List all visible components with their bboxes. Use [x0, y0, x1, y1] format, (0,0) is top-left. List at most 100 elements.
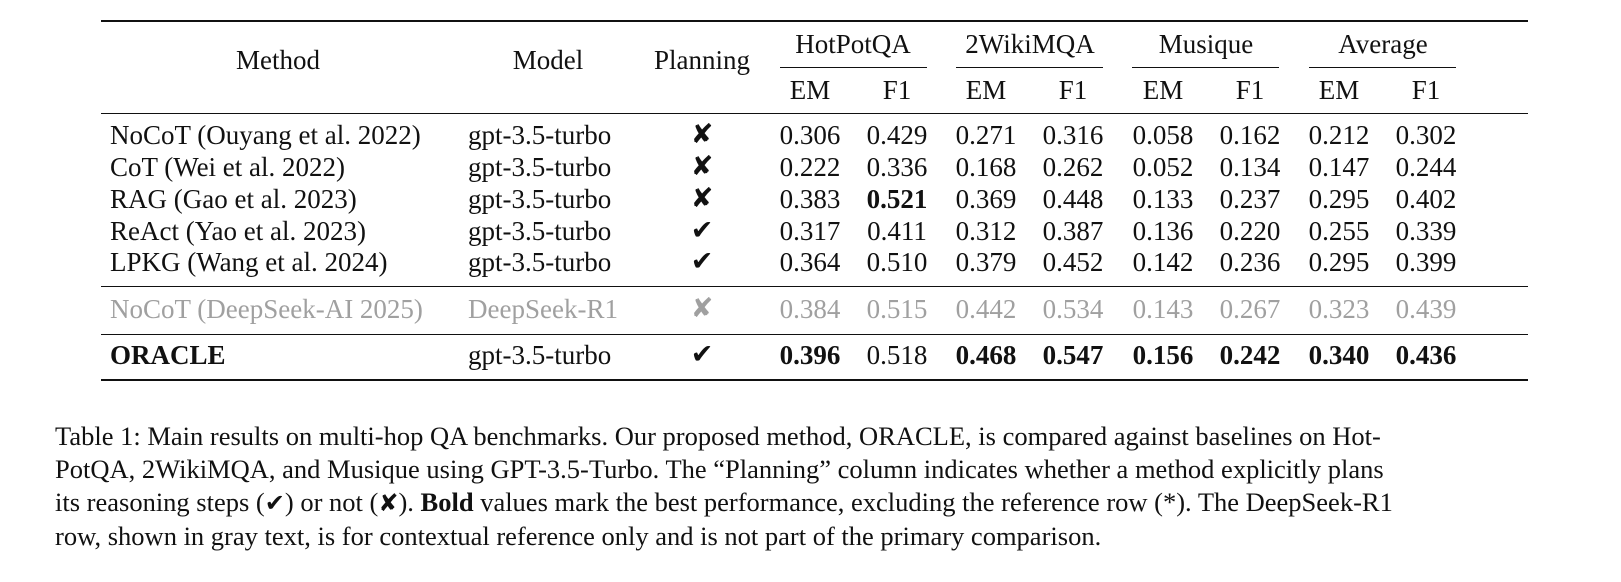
cmidrule-musique: [1132, 67, 1279, 69]
caption-line-3: its reasoning steps (✔) or not (✘). Bold…: [55, 487, 1393, 517]
score-cell: 0.262: [1042, 152, 1104, 182]
check-mark-icon: ✔: [264, 489, 285, 517]
mid-rule-1: [101, 286, 1528, 288]
score-cell: 0.142: [1132, 247, 1194, 277]
subheader-em: EM: [1318, 75, 1360, 105]
subheader-f1: F1: [1058, 75, 1088, 105]
score-cell: 0.336: [866, 152, 928, 182]
score-cell: 0.515: [866, 294, 928, 324]
method-cell: RAG (Gao et al. 2023): [110, 184, 357, 214]
subheader-f1: F1: [1235, 75, 1265, 105]
header-group-average: Average: [1338, 29, 1428, 59]
caption-bold-word: Bold: [420, 487, 474, 517]
score-cell: 0.306: [779, 120, 841, 150]
score-cell: 0.312: [955, 216, 1017, 246]
score-cell: 0.244: [1395, 152, 1457, 182]
subheader-em: EM: [789, 75, 831, 105]
caption-line-1: Table 1: Main results on multi-hop QA be…: [55, 421, 1381, 451]
header-planning: Planning: [653, 45, 751, 75]
score-cell: 0.134: [1219, 152, 1281, 182]
mid-rule-2: [101, 334, 1528, 336]
method-cell: LPKG (Wang et al. 2024): [110, 247, 388, 277]
score-cell: 0.468: [955, 340, 1017, 370]
score-cell: 0.316: [1042, 120, 1104, 150]
model-cell: gpt-3.5-turbo: [468, 120, 612, 150]
score-cell: 0.534: [1042, 294, 1104, 324]
score-cell: 0.222: [779, 152, 841, 182]
score-cell: 0.237: [1219, 184, 1281, 214]
score-cell: 0.220: [1219, 216, 1281, 246]
score-cell: 0.442: [955, 294, 1017, 324]
cross-mark-icon: ✘: [690, 151, 714, 182]
model-cell: gpt-3.5-turbo: [468, 247, 612, 277]
check-mark-icon: ✔: [690, 339, 714, 370]
score-cell: 0.143: [1132, 294, 1194, 324]
cross-mark-icon: ✘: [690, 183, 714, 214]
score-cell: 0.448: [1042, 184, 1104, 214]
header-model: Model: [512, 45, 584, 75]
score-cell: 0.271: [955, 120, 1017, 150]
header-rule: [101, 113, 1528, 115]
model-cell: gpt-3.5-turbo: [468, 152, 612, 182]
check-mark-icon: ✔: [690, 246, 714, 277]
caption-line-2: PotQA, 2WikiMQA, and Musique using GPT-3…: [55, 454, 1384, 484]
score-cell: 0.384: [779, 294, 841, 324]
subheader-em: EM: [965, 75, 1007, 105]
method-cell: NoCoT (Ouyang et al. 2022): [110, 120, 421, 150]
method-cell: ORACLE: [110, 340, 226, 370]
cross-mark-icon: ✘: [690, 293, 714, 324]
cmidrule-2wikimqa: [956, 67, 1103, 69]
check-mark-icon: ✔: [690, 215, 714, 246]
score-cell: 0.147: [1308, 152, 1370, 182]
score-cell: 0.547: [1042, 340, 1104, 370]
header-group-musique: Musique: [1158, 29, 1254, 59]
subheader-f1: F1: [1411, 75, 1441, 105]
score-cell: 0.518: [866, 340, 928, 370]
header-method: Method: [236, 45, 320, 75]
score-cell: 0.317: [779, 216, 841, 246]
score-cell: 0.364: [779, 247, 841, 277]
subheader-f1: F1: [882, 75, 912, 105]
method-cell: NoCoT (DeepSeek-AI 2025): [110, 294, 423, 324]
score-cell: 0.521: [866, 184, 928, 214]
score-cell: 0.136: [1132, 216, 1194, 246]
score-cell: 0.379: [955, 247, 1017, 277]
score-cell: 0.295: [1308, 247, 1370, 277]
score-cell: 0.429: [866, 120, 928, 150]
score-cell: 0.402: [1395, 184, 1457, 214]
score-cell: 0.302: [1395, 120, 1457, 150]
score-cell: 0.411: [867, 216, 927, 246]
cmidrule-hotpotqa: [780, 67, 927, 69]
model-cell: DeepSeek-R1: [468, 294, 618, 324]
method-cell: ReAct (Yao et al. 2023): [110, 216, 366, 246]
score-cell: 0.162: [1219, 120, 1281, 150]
score-cell: 0.255: [1308, 216, 1370, 246]
model-cell: gpt-3.5-turbo: [468, 184, 612, 214]
cmidrule-average: [1309, 67, 1456, 69]
score-cell: 0.168: [955, 152, 1017, 182]
score-cell: 0.156: [1132, 340, 1194, 370]
score-cell: 0.339: [1395, 216, 1457, 246]
cross-mark-icon: ✘: [378, 489, 399, 517]
score-cell: 0.399: [1395, 247, 1457, 277]
score-cell: 0.052: [1132, 152, 1194, 182]
model-cell: gpt-3.5-turbo: [468, 340, 612, 370]
table-caption: Table 1: Main results on multi-hop QA be…: [55, 420, 1575, 553]
score-cell: 0.236: [1219, 247, 1281, 277]
score-cell: 0.452: [1042, 247, 1104, 277]
top-rule: [101, 20, 1528, 22]
score-cell: 0.383: [779, 184, 841, 214]
score-cell: 0.295: [1308, 184, 1370, 214]
score-cell: 0.369: [955, 184, 1017, 214]
score-cell: 0.242: [1219, 340, 1281, 370]
score-cell: 0.340: [1308, 340, 1370, 370]
caption-line-4: row, shown in gray text, is for contextu…: [55, 521, 1102, 551]
score-cell: 0.058: [1132, 120, 1194, 150]
model-cell: gpt-3.5-turbo: [468, 216, 612, 246]
score-cell: 0.396: [779, 340, 841, 370]
score-cell: 0.439: [1395, 294, 1457, 324]
header-group-2wikimqa: 2WikiMQA: [965, 29, 1095, 59]
score-cell: 0.267: [1219, 294, 1281, 324]
score-cell: 0.323: [1308, 294, 1370, 324]
subheader-em: EM: [1142, 75, 1184, 105]
